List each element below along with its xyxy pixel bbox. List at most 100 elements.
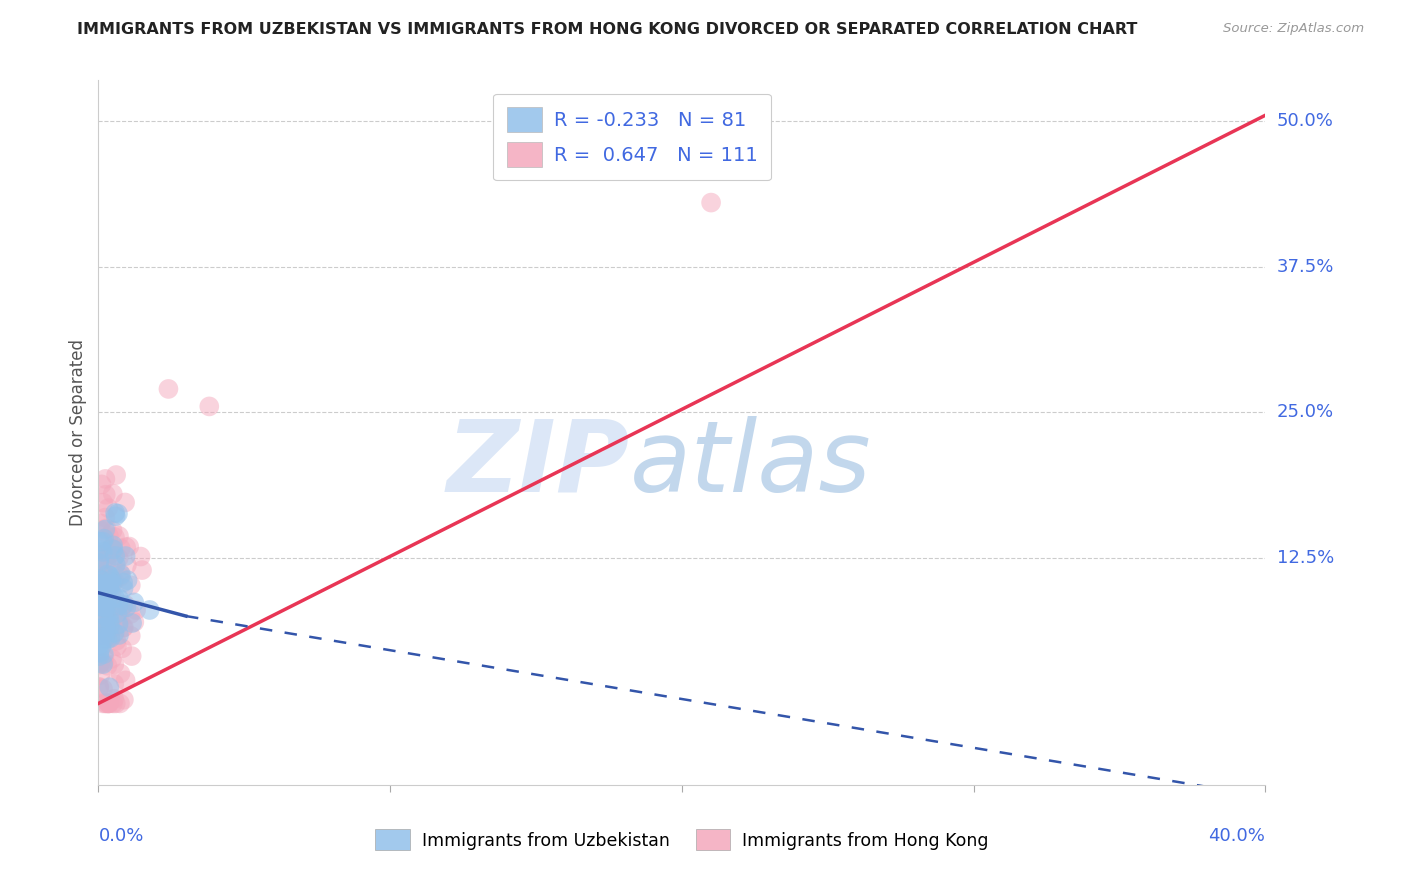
Point [91,595,114,609]
Point [108,613,131,627]
Point [97,501,120,516]
Point [94,599,117,614]
Point [96,616,118,631]
Point [93,567,115,582]
Point [100,631,122,645]
Point [89,542,111,557]
Point [101,697,124,711]
Point [93,579,115,593]
Point [90,621,112,635]
Point [89,598,111,612]
Point [105,468,128,483]
Point [89,624,111,638]
Point [112,692,135,706]
Point [98,697,121,711]
Point [103,574,125,588]
Point [104,697,127,711]
Point [96,658,118,673]
Point [108,628,131,642]
Point [117,573,139,587]
Text: 0.0%: 0.0% [98,827,143,845]
Point [104,506,127,520]
Point [97,567,120,582]
Point [93,607,115,621]
Point [121,648,143,663]
Point [103,691,125,706]
Point [115,558,138,573]
Point [100,541,122,555]
Point [93,647,115,661]
Point [112,582,135,596]
Point [131,563,153,577]
Point [107,617,129,632]
Point [110,570,132,584]
Point [129,549,152,564]
Point [94,472,117,486]
Point [103,575,125,590]
Point [96,521,118,535]
Point [91,657,114,672]
Point [101,538,124,552]
Point [107,600,129,615]
Point [198,400,221,414]
Point [91,548,114,562]
Point [89,599,111,613]
Point [122,595,145,609]
Point [124,615,146,629]
Point [90,477,112,491]
Point [90,600,112,615]
Point [157,382,180,396]
Point [110,666,132,681]
Point [101,487,124,501]
Point [98,619,121,633]
Point [103,677,125,691]
Point [700,195,723,210]
Point [107,507,129,521]
Point [108,566,131,581]
Point [89,657,111,671]
Point [89,593,111,607]
Point [89,534,111,549]
Point [118,540,141,554]
Point [98,582,121,597]
Point [100,568,122,582]
Point [96,582,118,596]
Point [94,697,117,711]
Point [101,524,124,538]
Point [94,570,117,584]
Point [94,488,117,502]
Point [94,584,117,599]
Point [98,623,121,637]
Point [91,599,114,614]
Point [108,604,131,618]
Point [103,550,125,565]
Point [89,572,111,586]
Point [89,680,111,694]
Point [89,668,111,682]
Point [90,630,112,644]
Point [89,638,111,652]
Point [98,581,121,595]
Point [89,591,111,606]
Text: atlas: atlas [630,416,872,513]
Point [91,592,114,607]
Point [91,587,114,601]
Point [98,615,121,629]
Point [93,599,115,614]
Point [91,586,114,600]
Point [91,579,114,593]
Point [112,575,135,590]
Point [98,547,121,561]
Point [89,599,111,613]
Point [94,510,117,524]
Point [89,577,111,591]
Point [94,585,117,599]
Text: Source: ZipAtlas.com: Source: ZipAtlas.com [1223,22,1364,36]
Point [112,620,135,634]
Text: 37.5%: 37.5% [1277,258,1334,276]
Point [90,640,112,654]
Point [114,495,136,509]
Point [96,581,118,595]
Point [100,630,122,644]
Point [91,545,114,559]
